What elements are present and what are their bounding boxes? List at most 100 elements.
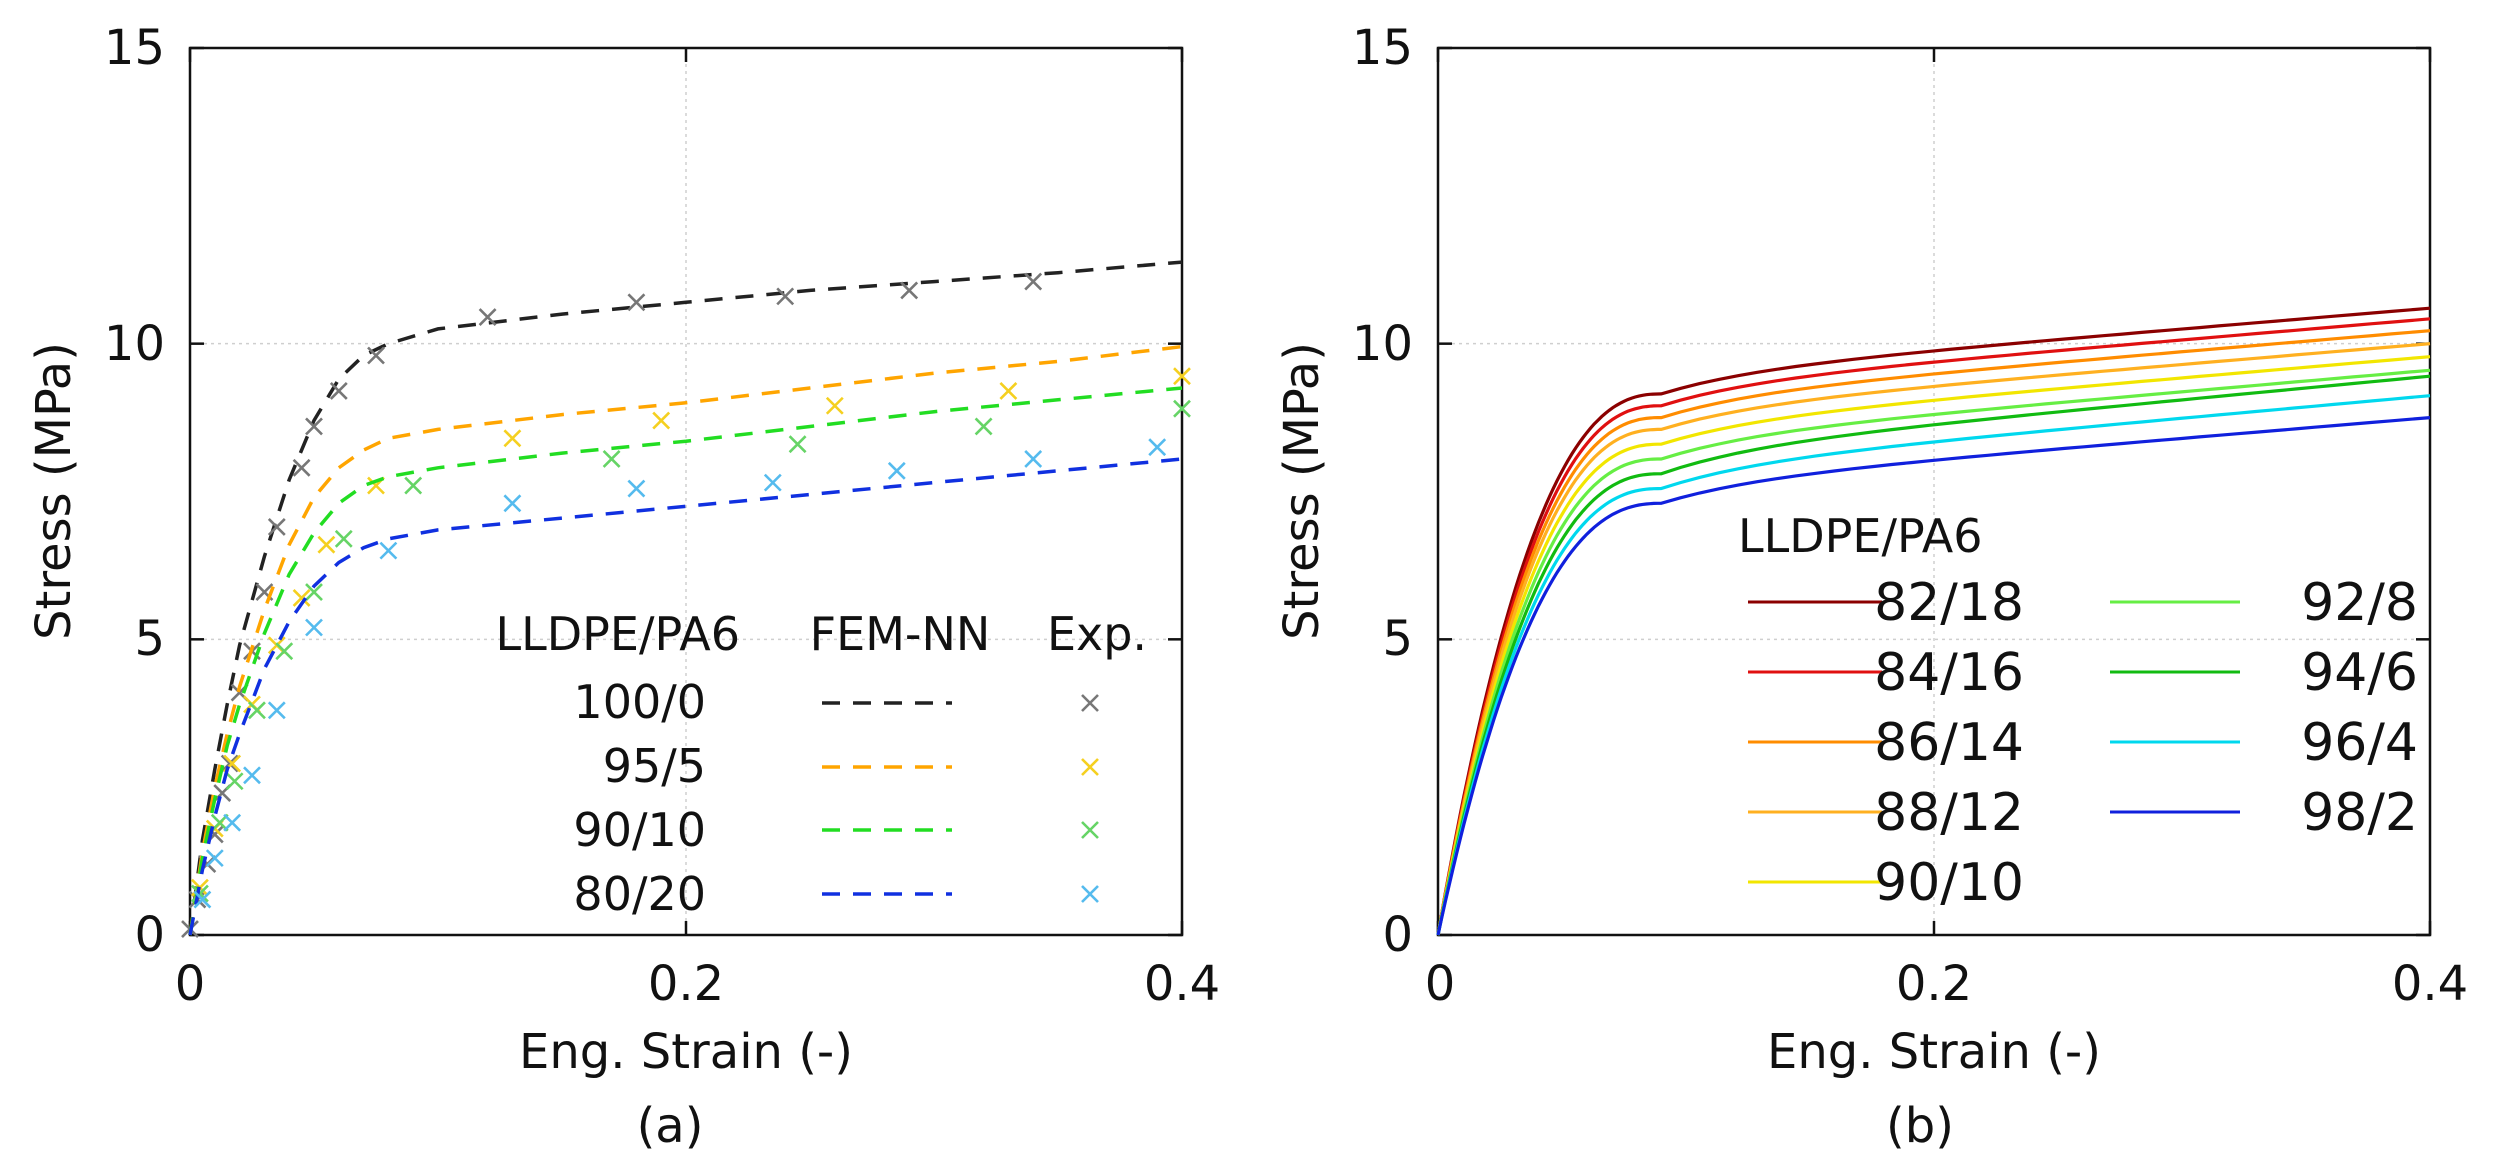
panel-a-tick-labels: 0 0.2 0.4 0 5 10 15 [104,20,1220,1012]
panel-b-legend-label-88-12: 88/12 [1874,783,2024,843]
panel-b-legend-label-84-16: 84/16 [1874,643,2024,703]
panel-a-legend-label-80-20: 80/20 [573,867,706,921]
panel-b-legend-label-86-14: 86/14 [1874,713,2024,773]
panel-a-exp-point-80-20-6 [379,541,398,560]
panel-a-model-line-80-20 [188,457,1183,936]
panel-b-y-axis-label: Stress (MPa) [1274,342,1330,640]
panel-a-exp-point-80-20-4 [267,701,286,720]
panel-a-y-tick-label-5: 5 [134,611,165,667]
panel-b-legend-label-82-18: 82/18 [1874,573,2024,633]
panel-a-legend-label-95-5: 95/5 [603,739,706,793]
panel-a-exp-point-90-10-9 [788,435,807,454]
panel-b-ticks [1436,46,2432,937]
panel-a-model-line-90-10 [188,386,1183,936]
panel-b-y-tick-label-15: 15 [1352,20,1413,76]
panel-a-exp-point-80-20-8 [627,479,646,498]
panel-a-exp-point-90-10-3 [248,701,266,720]
panel-a-exp-point-100-0-17 [900,281,919,300]
panel-a-y-tick-label-15: 15 [104,20,165,76]
panel-a-legend: LLDPE/PA6 FEM-NN Exp. 100/0 95/5 90/10 8… [495,607,1147,921]
panel-b-y-tick-label-10: 10 [1352,316,1413,372]
panel-b-x-tick-label-0: 0 [1425,956,1456,1012]
panel-a-exp-point-80-20-1 [205,849,224,868]
panel-a-legend-title: LLDPE/PA6 [495,607,740,661]
panel-a-x-tick-label-0.4: 0.4 [1144,956,1220,1012]
panel-b-line-86-14 [1436,329,2431,936]
panel-b-legend-label-98-2: 98/2 [2301,783,2418,843]
panel-a-legend-marker-100-0 [1081,694,1099,712]
panel-a-exp-point-100-0-11 [305,417,323,436]
panel-b-line-88-12 [1436,342,2431,936]
panel-a-legend-marker-90-10 [1081,821,1099,839]
panel-a-exp-point-90-10-11 [1173,399,1191,418]
panel-b-x-axis-label: Eng. Strain (-) [1767,1024,2101,1080]
panel-a-exp-point-95-5-12 [1173,367,1191,386]
panel-a-model-line-100-0 [188,260,1183,936]
panel-a-exp-point-90-10-2 [225,772,244,791]
panel-a-exp-point-90-10-7 [404,476,423,495]
panel-b-line-90-10 [1436,355,2431,936]
panel-a-exp-point-100-0-18 [1024,272,1043,291]
panel-a-ticks [188,46,1184,937]
panel-a-x-tick-label-0: 0 [175,956,206,1012]
panel-a-y-tick-label-0: 0 [134,907,165,963]
panel-a-label: (a) [637,1098,704,1154]
panel-a-x-tick-label-0.2: 0.2 [648,956,724,1012]
panel-a-exp-point-95-5-11 [999,382,1018,400]
panel-a-exp-point-95-5-8 [503,429,522,448]
panel-a-exp-point-80-20-0 [193,890,212,909]
panel-a-exp-point-90-10-6 [334,529,353,548]
panel-a-legend-marker-80-20 [1081,885,1099,903]
panel-a-exp-point-90-10-4 [275,642,294,661]
panel-a-exp-point-80-20-5 [305,618,323,637]
panel-a-exp-point-100-0-10 [292,458,311,477]
panel-b-legend-label-96-4: 96/4 [2301,713,2418,773]
panel-b-label: (b) [1886,1098,1954,1154]
panel-a-legend-label-100-0: 100/0 [573,675,706,729]
panel-a-exp-point-90-10-10 [974,417,993,436]
panel-a-exp-point-100-0-13 [367,346,385,365]
panel-a-exp-point-100-0-16 [776,287,795,306]
panel-a-exp-point-95-5-5 [292,589,311,607]
panel-a-series-group [181,260,1191,939]
panel-a-exp-point-80-20-11 [1024,450,1043,468]
panel-b-x-tick-label-0.2: 0.2 [1896,956,1972,1012]
panel-a-exp-point-100-0-12 [329,382,348,400]
panel-a-exp-point-90-10-8 [602,450,621,468]
panel-b-legend-title: LLDPE/PA6 [1738,509,1983,563]
panel-b-line-96-4 [1436,394,2431,936]
panel-b-legend-label-94-6: 94/6 [2301,643,2418,703]
panel-a-exp-point-95-5-9 [652,411,671,430]
panel-b-line-98-2 [1436,416,2431,936]
panel-a-y-tick-label-10: 10 [104,316,165,372]
panel-b-y-tick-label-5: 5 [1382,611,1413,667]
panel-b-y-tick-label-0: 0 [1382,907,1413,963]
panel-a-chart: 0 0.2 0.4 0 5 10 15 Eng. Strain (-) Stre… [26,20,1220,1154]
panel-b-x-tick-label-0.4: 0.4 [2392,956,2468,1012]
panel-a-exp-point-80-20-12 [1148,438,1167,457]
panel-b-line-84-16 [1436,317,2431,936]
panel-b-line-92-8 [1436,368,2431,936]
panel-a-exp-point-100-0-14 [478,308,497,326]
panel-a-exp-point-80-20-7 [503,494,522,513]
panel-a-legend-label-90-10: 90/10 [573,803,706,857]
panel-b-legend: LLDPE/PA6 82/18 84/16 86/14 88/12 90/10 … [1738,509,2418,913]
panel-a-exp-point-100-0-9 [267,518,286,536]
panel-b-legend-label-90-10: 90/10 [1874,853,2024,913]
panel-b-chart: 0 0.2 0.4 0 5 10 15 Eng. Strain (-) Stre… [1274,20,2468,1154]
panel-a-y-axis-label: Stress (MPa) [26,342,82,640]
panel-a-legend-exp-header: Exp. [1047,607,1147,661]
panel-a-exp-point-80-20-9 [763,473,782,492]
panel-a-exp-point-100-0-5 [220,754,239,773]
panel-b-legend-label-92-8: 92/8 [2301,573,2418,633]
panel-a-exp-point-80-20-3 [243,766,261,785]
panel-a-legend-marker-95-5 [1081,758,1099,776]
panel-a-exp-point-95-5-10 [825,396,844,415]
panel-b-tick-labels: 0 0.2 0.4 0 5 10 15 [1352,20,2468,1012]
panel-a-exp-point-90-10-5 [305,583,323,601]
panel-a-exp-point-90-10-0 [191,884,209,903]
panel-a-exp-point-80-20-10 [887,461,906,480]
panel-a-exp-point-80-20-2 [223,813,242,832]
panel-a-x-axis-label: Eng. Strain (-) [519,1024,853,1080]
